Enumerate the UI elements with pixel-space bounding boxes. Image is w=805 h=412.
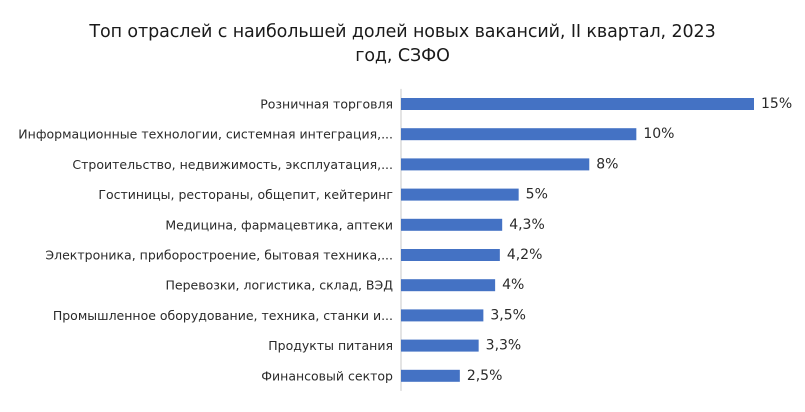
value-label: 15% [761, 96, 792, 112]
value-label: 5% [526, 187, 548, 203]
bar [401, 158, 590, 171]
value-label: 3,5% [490, 307, 526, 323]
category-label: Медицина, фармацевтика, аптеки [165, 217, 393, 232]
chart-title: Топ отраслей с наибольшей долей новых ва… [0, 20, 805, 68]
bar [401, 309, 484, 322]
category-label: Перевозки, логистика, склад, ВЭД [166, 278, 394, 293]
bar [401, 279, 496, 292]
category-label: Строительство, недвижимость, эксплуатаци… [72, 157, 393, 172]
bar [401, 188, 519, 201]
value-label: 10% [643, 126, 674, 142]
category-label: Продукты питания [268, 338, 393, 353]
category-label: Гостиницы, рестораны, общепит, кейтеринг [98, 187, 393, 202]
value-label: 3,3% [486, 338, 522, 354]
bar [401, 369, 460, 382]
category-label: Информационные технологии, системная инт… [18, 127, 393, 142]
bar [401, 249, 500, 261]
chart-title-line-1: Топ отраслей с наибольшей долей новых ва… [89, 22, 716, 42]
category-label: Розничная торговля [260, 97, 393, 112]
category-label: Финансовый сектор [261, 368, 393, 383]
bar [401, 128, 637, 141]
bar [401, 218, 503, 231]
bar [401, 98, 754, 110]
value-label: 8% [596, 156, 618, 172]
chart-title-line-2: год, СЗФО [355, 46, 450, 66]
value-label: 4,2% [507, 247, 543, 263]
value-label: 2,5% [467, 368, 503, 384]
category-label: Промышленное оборудование, техника, стан… [53, 308, 393, 323]
bar [401, 339, 479, 352]
value-label: 4,3% [509, 217, 545, 233]
category-label: Электроника, приборостроение, бытовая те… [45, 248, 393, 263]
value-label: 4% [502, 277, 524, 293]
